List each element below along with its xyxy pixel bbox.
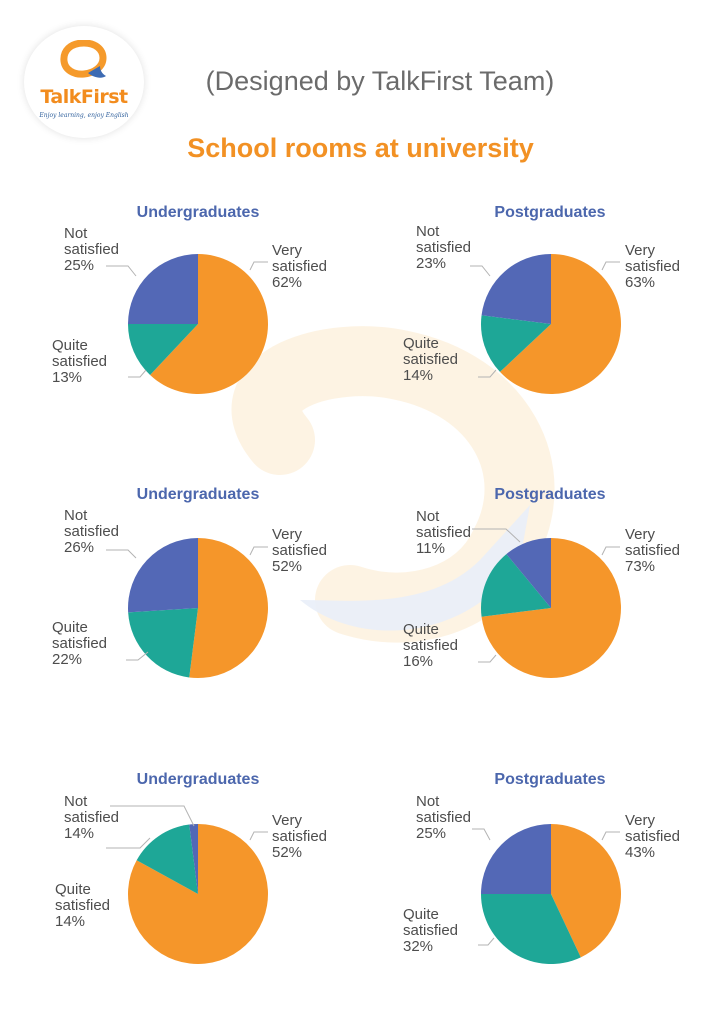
chart-1-leader-very-satisfied bbox=[249, 261, 268, 271]
talkfirst-logo: TalkFirst Enjoy learning, enjoy English bbox=[24, 26, 144, 138]
chart-6-label-quite-satisfied: Quite satisfied 32% bbox=[403, 906, 459, 955]
speech-bubble-icon bbox=[60, 40, 107, 78]
chart-6-title: Postgraduates bbox=[494, 771, 606, 788]
chart-3-leader-not-satisfied bbox=[106, 549, 137, 559]
chart-2-leader-very-satisfied bbox=[601, 261, 620, 271]
chart-2-label-very-satisfied: Very satisfied 63% bbox=[625, 242, 681, 291]
chart-5-slice-quite-satisfied bbox=[136, 824, 198, 894]
chart-5-slice-not-satisfied bbox=[189, 824, 198, 894]
chart-3-slice-not-satisfied bbox=[127, 538, 198, 613]
chart-4-label-quite-satisfied: Quite satisfied 16% bbox=[403, 621, 459, 670]
chart-2-slice-quite-satisfied bbox=[481, 315, 551, 372]
chart-1-title: Undergraduates bbox=[136, 204, 260, 221]
logo-name: TalkFirst bbox=[40, 86, 128, 108]
chart-3-leader-very-satisfied bbox=[249, 546, 268, 556]
chart-1-slice-quite-satisfied bbox=[128, 324, 198, 376]
chart-1-leader-quite-satisfied bbox=[128, 369, 147, 378]
chart-5-leader-very-satisfied bbox=[249, 831, 268, 841]
chart-3-label-quite-satisfied: Quite satisfied 22% bbox=[52, 619, 108, 668]
chart-6-slice-quite-satisfied bbox=[481, 894, 581, 964]
chart-2-label-not-satisfied: Not satisfied 23% bbox=[416, 223, 472, 272]
chart-3-slice-very-satisfied bbox=[189, 538, 268, 678]
chart-2-leader-quite-satisfied bbox=[478, 369, 497, 378]
chart-6-slice-very-satisfied bbox=[551, 824, 621, 958]
chart-3-label-very-satisfied: Very satisfied 52% bbox=[272, 526, 328, 575]
chart-4-leader-not-satisfied bbox=[472, 528, 521, 543]
chart-1-leader-not-satisfied bbox=[106, 265, 137, 277]
page-title: School rooms at university bbox=[187, 133, 534, 163]
chart-1-label-not-satisfied: Not satisfied 25% bbox=[64, 225, 120, 274]
logo-tagline: Enjoy learning, enjoy English bbox=[39, 112, 129, 119]
chart-1-slice-very-satisfied bbox=[150, 254, 268, 395]
chart-4-label-very-satisfied: Very satisfied 73% bbox=[625, 526, 681, 575]
chart-1-label-quite-satisfied: Quite satisfied 13% bbox=[52, 337, 108, 386]
chart-5-title: Undergraduates bbox=[136, 771, 260, 788]
chart-4-label-not-satisfied: Not satisfied 11% bbox=[416, 508, 472, 557]
chart-6-label-very-satisfied: Very satisfied 43% bbox=[625, 812, 681, 861]
chart-1-slice-not-satisfied bbox=[128, 254, 198, 324]
chart-2-leader-not-satisfied bbox=[470, 265, 491, 277]
chart-4-title: Postgraduates bbox=[494, 486, 606, 503]
chart-6-label-not-satisfied: Not satisfied 25% bbox=[416, 793, 472, 842]
chart-5-label-not-satisfied: Not satisfied 14% bbox=[64, 793, 120, 842]
chart-5-leader-quite-satisfied bbox=[106, 837, 151, 849]
chart-3-leader-quite-satisfied bbox=[126, 651, 149, 661]
page-subtitle: (Designed by TalkFirst Team) bbox=[205, 66, 555, 96]
chart-6-slice-not-satisfied bbox=[481, 824, 551, 894]
chart-4-leader-quite-satisfied bbox=[478, 654, 497, 663]
chart-5-leader-not-satisfied bbox=[110, 805, 195, 827]
chart-5-label-very-satisfied: Very satisfied 52% bbox=[272, 812, 328, 861]
chart-3-slice-quite-satisfied bbox=[128, 608, 198, 678]
chart-3-label-not-satisfied: Not satisfied 26% bbox=[64, 507, 120, 556]
chart-4-slice-very-satisfied bbox=[481, 538, 621, 678]
chart-6-leader-quite-satisfied bbox=[478, 937, 495, 946]
chart-2-title: Postgraduates bbox=[494, 204, 606, 221]
chart-1-label-very-satisfied: Very satisfied 62% bbox=[272, 242, 328, 291]
chart-3-title: Undergraduates bbox=[136, 486, 260, 503]
chart-2-slice-very-satisfied bbox=[499, 254, 621, 394]
chart-6-leader-very-satisfied bbox=[601, 831, 620, 841]
chart-2-slice-not-satisfied bbox=[481, 254, 551, 324]
chart-2-label-quite-satisfied: Quite satisfied 14% bbox=[403, 335, 459, 384]
chart-4-slice-not-satisfied bbox=[506, 538, 551, 608]
chart-4-slice-quite-satisfied bbox=[481, 554, 551, 617]
chart-5-label-quite-satisfied: Quite satisfied 14% bbox=[55, 881, 111, 930]
chart-6-leader-not-satisfied bbox=[472, 828, 491, 841]
chart-4-leader-very-satisfied bbox=[601, 546, 620, 556]
